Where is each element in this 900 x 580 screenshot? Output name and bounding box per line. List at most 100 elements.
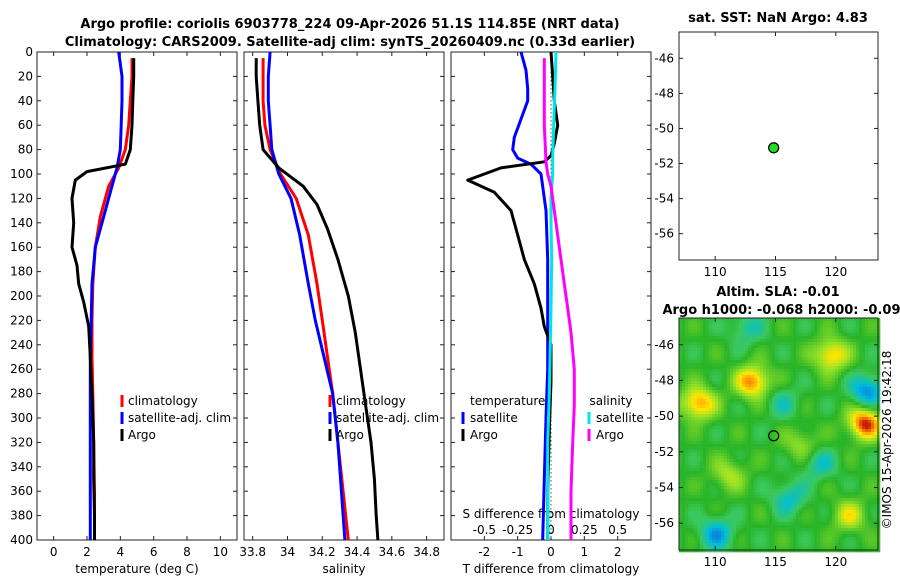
sla-cell — [835, 513, 839, 517]
sla-cell — [865, 495, 869, 499]
sla-cell — [745, 435, 749, 439]
sla-cell — [874, 438, 878, 442]
sla-cell — [808, 372, 812, 376]
sla-cell — [808, 456, 812, 460]
sla-cell — [814, 459, 818, 463]
sla-cell — [715, 354, 719, 358]
sla-cell — [781, 345, 785, 349]
sla-cell — [682, 396, 686, 400]
sla-cell — [700, 465, 704, 469]
sla-cell — [784, 435, 788, 439]
sla-cell — [733, 396, 737, 400]
sla-cell — [739, 417, 743, 421]
sla-cell — [709, 420, 713, 424]
sla-cell — [733, 366, 737, 370]
sla-cell — [736, 387, 740, 391]
sla-cell — [694, 522, 698, 526]
sla-cell — [685, 495, 689, 499]
sla-cell — [763, 354, 767, 358]
sla-cell — [850, 417, 854, 421]
sla-cell — [718, 381, 722, 385]
sla-cell — [850, 510, 854, 514]
sla-cell — [844, 330, 848, 334]
sla-cell — [787, 372, 791, 376]
sla-cell — [766, 426, 770, 430]
sla-cell — [811, 372, 815, 376]
sla-cell — [751, 510, 755, 514]
sla-cell — [862, 411, 866, 415]
sla-cell — [859, 426, 863, 430]
sla-cell — [751, 345, 755, 349]
sla-cell — [733, 399, 737, 403]
sla-cell — [736, 516, 740, 520]
sla-cell — [799, 435, 803, 439]
sla-cell — [832, 333, 836, 337]
sla-cell — [793, 432, 797, 436]
sla-cell — [838, 525, 842, 529]
sla-cell — [718, 387, 722, 391]
sla-cell — [847, 405, 851, 409]
sla-cell — [784, 432, 788, 436]
sla-cell — [790, 399, 794, 403]
sla-cell — [802, 462, 806, 466]
sla-cell — [700, 489, 704, 493]
sla-cell — [757, 324, 761, 328]
sla-cell — [835, 474, 839, 478]
sla-cell — [871, 366, 875, 370]
sla-cell — [730, 507, 734, 511]
salinity-series-satellite-adj-clim — [266, 51, 347, 541]
sla-cell — [802, 486, 806, 490]
sla-cell — [691, 522, 695, 526]
sla-cell — [703, 336, 707, 340]
sla-cell — [835, 507, 839, 511]
sla-cell — [814, 420, 818, 424]
sla-cell — [868, 522, 872, 526]
sla-cell — [769, 486, 773, 490]
sla-cell — [727, 357, 731, 361]
sla-cell — [781, 513, 785, 517]
sla-cell — [874, 372, 878, 376]
sla-cell — [796, 345, 800, 349]
sla-cell — [826, 432, 830, 436]
sla-cell — [763, 426, 767, 430]
sla-cell — [811, 408, 815, 412]
sla-cell — [835, 459, 839, 463]
sla-cell — [691, 351, 695, 355]
sla-cell — [703, 480, 707, 484]
sla-cell — [715, 324, 719, 328]
sla-cell — [874, 363, 878, 367]
sla-cell — [685, 498, 689, 502]
sla-cell — [805, 507, 809, 511]
sla-cell — [688, 354, 692, 358]
sla-cell — [760, 498, 764, 502]
sla-cell — [721, 366, 725, 370]
sla-cell — [778, 375, 782, 379]
sla-cell — [682, 486, 686, 490]
sla-cell — [688, 384, 692, 388]
sla-cell — [724, 420, 728, 424]
sla-cell — [856, 378, 860, 382]
sla-cell — [793, 435, 797, 439]
sla-cell — [844, 348, 848, 352]
sla-cell — [787, 375, 791, 379]
sla-cell — [856, 360, 860, 364]
sla-cell — [751, 528, 755, 532]
sla-cell — [826, 492, 830, 496]
sla-cell — [796, 432, 800, 436]
sla-cell — [790, 357, 794, 361]
sla-cell — [841, 348, 845, 352]
sla-cell — [814, 435, 818, 439]
sla-cell — [730, 327, 734, 331]
sla-cell — [745, 405, 749, 409]
sla-cell — [826, 339, 830, 343]
sla-cell — [802, 336, 806, 340]
sla-cell — [685, 375, 689, 379]
sla-cell — [829, 318, 833, 322]
sla-cell — [856, 462, 860, 466]
sla-cell — [832, 399, 836, 403]
sla-cell — [766, 345, 770, 349]
sla-cell — [805, 483, 809, 487]
sla-cell — [856, 372, 860, 376]
sla-cell — [841, 456, 845, 460]
sla-cell — [685, 414, 689, 418]
